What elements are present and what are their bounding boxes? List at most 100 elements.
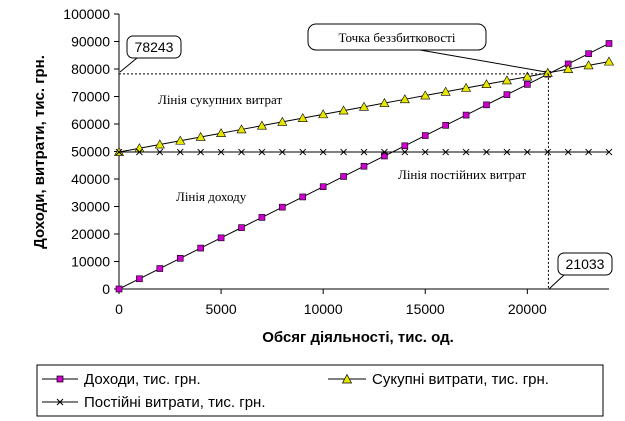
data-point-total-costs (563, 64, 574, 73)
data-point-fixed-costs (483, 148, 490, 156)
data-point-total-costs (175, 135, 186, 145)
legend-item-fixed-costs: Постійні витрати, тис. грн. (42, 394, 266, 411)
series-group (113, 40, 615, 293)
x-value-callout: 21033 (548, 252, 613, 290)
y-axis-title: Доходи, витрати, тис. грн. (31, 55, 48, 249)
data-point-total-costs (318, 109, 329, 119)
x-tick-label: 20000 (508, 301, 547, 317)
data-point-fixed-costs (238, 148, 245, 156)
data-point-fixed-costs (319, 148, 327, 156)
data-point-income (217, 234, 225, 242)
data-point-total-costs (583, 60, 594, 70)
y-tick-label: 60000 (71, 116, 110, 132)
data-point-income (462, 111, 470, 119)
data-point-fixed-costs (421, 148, 429, 156)
data-point-total-costs (216, 128, 227, 138)
data-point-fixed-costs (299, 148, 307, 156)
data-point-fixed-costs (544, 148, 552, 156)
x-tick-group: 0 5000 10000 15000 20000 (115, 289, 547, 317)
x-value-callout-text: 21033 (566, 256, 605, 272)
y-tick-label: 90000 (71, 34, 110, 50)
annotation-income-line: Лінія доходу (176, 189, 247, 204)
y-tick-label: 50000 (71, 144, 110, 160)
legend-item-total-costs: Сукупні витрати, тис. грн. (328, 371, 549, 388)
legend: Доходи, тис. грн. Сукупні витрати, тис. … (36, 364, 604, 417)
data-point-total-costs (379, 97, 390, 107)
data-point-total-costs (154, 139, 165, 149)
data-point-total-costs (195, 131, 206, 141)
y-value-callout-box (126, 35, 182, 59)
breakeven-callout-text: Точка беззбитковості (339, 30, 456, 45)
data-point-fixed-costs (156, 148, 164, 156)
y-tick-label: 10000 (71, 254, 110, 270)
y-value-callout-text: 78243 (135, 39, 174, 55)
series-income (115, 40, 613, 293)
x-tick-label: 0 (115, 301, 123, 317)
data-point-income (115, 285, 123, 293)
data-point-fixed-costs (523, 148, 531, 156)
data-point-income (381, 152, 388, 160)
y-tick-label: 30000 (71, 199, 110, 215)
data-point-income (421, 132, 429, 139)
breakeven-callout-leader (419, 49, 547, 73)
data-point-income (197, 244, 204, 252)
data-point-total-costs (277, 116, 288, 126)
data-point-fixed-costs (115, 148, 123, 156)
data-point-total-costs (236, 124, 247, 134)
y-value-callout: 78243 (119, 35, 182, 73)
y-tick-label: 0 (102, 281, 110, 297)
data-point-total-costs (603, 56, 615, 66)
data-point-income (136, 275, 143, 283)
x-tick-label: 10000 (304, 301, 343, 317)
data-point-income (299, 193, 307, 201)
data-point-total-costs (399, 94, 410, 104)
data-point-total-costs (481, 79, 492, 89)
data-point-total-costs (256, 120, 267, 130)
x-value-callout-leader (548, 274, 565, 290)
legend-item-income: Доходи, тис. грн. (42, 371, 201, 388)
data-point-total-costs (440, 86, 451, 96)
data-point-income (238, 224, 245, 231)
breakeven-callout-box (307, 23, 487, 51)
data-point-fixed-costs (605, 148, 613, 156)
data-point-fixed-costs (258, 148, 266, 156)
data-point-income (483, 101, 490, 109)
data-point-income (279, 203, 286, 211)
legend-marker-income (56, 375, 64, 383)
data-point-fixed-costs (442, 148, 450, 156)
data-point-income (503, 91, 511, 98)
data-point-fixed-costs (278, 148, 286, 156)
data-point-income (258, 214, 266, 221)
y-tick-label: 70000 (71, 89, 110, 105)
y-value-callout-leader (119, 57, 138, 73)
y-tick-group: 0 10000 20000 30000 40000 50000 60000 70000 8000… (63, 6, 119, 297)
y-tick-label: 40000 (71, 171, 110, 187)
annotation-fixed-costs-line: Лінія постійних витрат (398, 167, 527, 182)
data-point-fixed-costs (503, 148, 511, 156)
data-point-total-costs (338, 105, 349, 115)
data-point-income (524, 81, 531, 88)
y-tick-label: 20000 (71, 226, 110, 242)
data-point-total-costs (420, 90, 431, 100)
data-point-income (360, 162, 368, 170)
x-value-callout-box (557, 252, 613, 276)
breakeven-callout: Точка беззбитковості (307, 23, 547, 73)
data-point-fixed-costs (176, 148, 184, 156)
data-point-income (156, 265, 164, 272)
data-point-fixed-costs (360, 148, 368, 156)
annotation-total-costs-line: Лінія сукупних витрат (158, 92, 282, 107)
legend-label-total-costs: Сукупні витрати, тис. грн. (372, 371, 549, 388)
series-fixed-costs (115, 148, 613, 156)
data-point-total-costs (542, 67, 553, 77)
data-point-income (442, 122, 449, 129)
legend-label-income: Доходи, тис. грн. (84, 371, 201, 388)
series-total-costs (113, 56, 615, 156)
breakeven-guides (119, 73, 549, 289)
data-point-total-costs (501, 75, 512, 85)
legend-marker-fixed-costs (56, 398, 64, 406)
x-tick-label: 15000 (406, 301, 445, 317)
data-point-income (319, 183, 327, 190)
y-tick-label: 100000 (63, 6, 110, 22)
data-point-fixed-costs (462, 148, 470, 156)
